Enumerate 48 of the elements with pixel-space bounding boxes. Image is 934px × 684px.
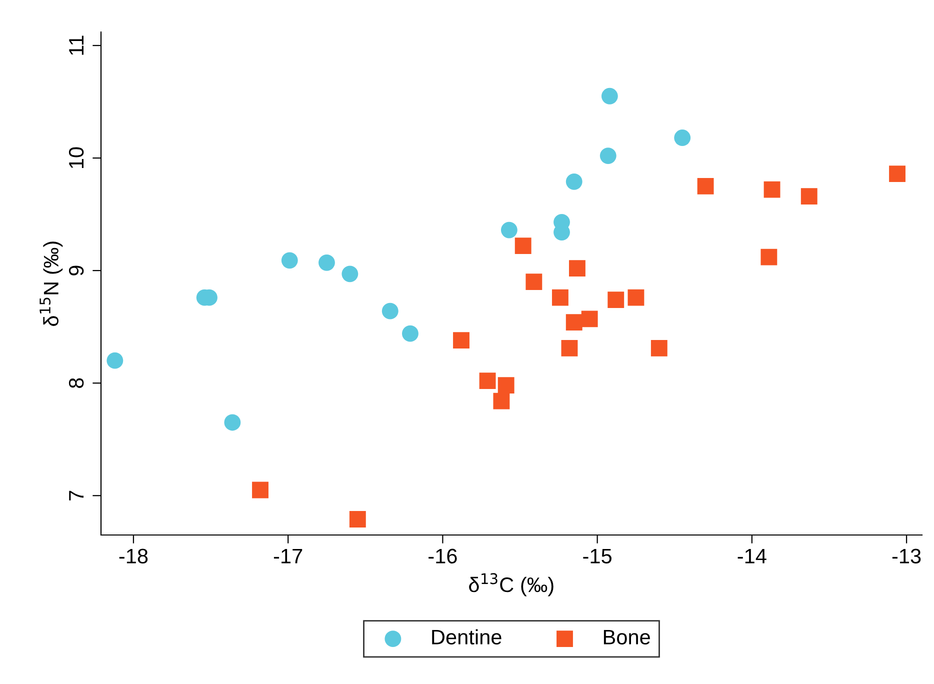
y-axis-title: δ$^{15}$N (‰) [40,242,63,326]
y-tick-label: 9 [68,266,84,276]
y-tick-label: 7 [69,490,84,500]
point [453,332,470,349]
point [493,392,510,410]
point [402,325,418,342]
point [889,166,906,182]
point [566,173,582,190]
point [552,289,568,306]
point [224,414,241,431]
point [252,482,268,498]
x-tick-label: -16 [428,548,457,564]
point [382,302,398,320]
point [106,352,124,369]
point [561,340,578,356]
x-axis-title: δ$^{13}$C (‰) [469,573,554,596]
point [650,340,668,356]
point [498,377,514,394]
point [601,88,618,104]
x-tick-label: -14 [738,548,766,564]
point [479,372,496,390]
point [764,181,780,198]
point [600,148,616,164]
y-tick-label: 10 [68,147,84,168]
point [568,260,586,277]
point [514,238,532,254]
point [342,266,358,282]
y-tick-label: 8 [68,378,84,388]
point [608,292,624,308]
point [349,511,366,528]
point [628,289,644,306]
point [500,222,518,238]
point [566,314,582,331]
y-tick-label: 11 [69,36,84,55]
point [800,188,818,205]
legend-label: Bone [604,630,650,645]
x-tick-label: -18 [119,548,148,564]
x-tick-label: -13 [892,548,921,564]
point [318,254,335,271]
point [760,248,778,266]
point [581,310,598,328]
point [674,130,691,146]
point [281,252,298,269]
legend-label: Dentine [432,629,502,645]
point [526,274,542,290]
x-tick-label: -15 [583,548,612,564]
point [697,178,714,194]
x-tick-label: -17 [274,548,302,564]
